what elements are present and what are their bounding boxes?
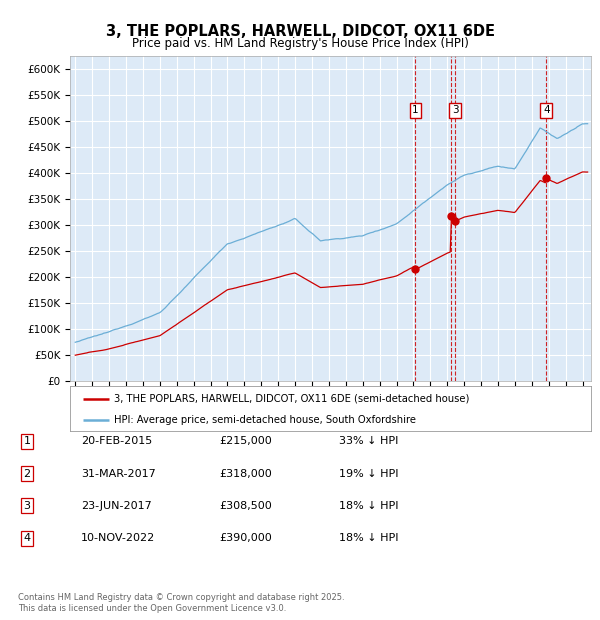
Text: £390,000: £390,000 — [219, 533, 272, 543]
Text: Price paid vs. HM Land Registry's House Price Index (HPI): Price paid vs. HM Land Registry's House … — [131, 37, 469, 50]
Text: 33% ↓ HPI: 33% ↓ HPI — [339, 436, 398, 446]
Text: HPI: Average price, semi-detached house, South Oxfordshire: HPI: Average price, semi-detached house,… — [115, 415, 416, 425]
Text: 18% ↓ HPI: 18% ↓ HPI — [339, 533, 398, 543]
Text: 31-MAR-2017: 31-MAR-2017 — [81, 469, 156, 479]
Text: £215,000: £215,000 — [219, 436, 272, 446]
Text: 10-NOV-2022: 10-NOV-2022 — [81, 533, 155, 543]
Text: 3: 3 — [23, 501, 31, 511]
Text: 2: 2 — [23, 469, 31, 479]
Text: 3: 3 — [452, 105, 459, 115]
Text: 1: 1 — [23, 436, 31, 446]
Text: Contains HM Land Registry data © Crown copyright and database right 2025.
This d: Contains HM Land Registry data © Crown c… — [18, 593, 344, 613]
Text: £318,000: £318,000 — [219, 469, 272, 479]
Text: 18% ↓ HPI: 18% ↓ HPI — [339, 501, 398, 511]
Text: 3, THE POPLARS, HARWELL, DIDCOT, OX11 6DE: 3, THE POPLARS, HARWELL, DIDCOT, OX11 6D… — [106, 24, 494, 38]
Text: 20-FEB-2015: 20-FEB-2015 — [81, 436, 152, 446]
Text: 3, THE POPLARS, HARWELL, DIDCOT, OX11 6DE (semi-detached house): 3, THE POPLARS, HARWELL, DIDCOT, OX11 6D… — [115, 394, 470, 404]
Text: 19% ↓ HPI: 19% ↓ HPI — [339, 469, 398, 479]
Text: 23-JUN-2017: 23-JUN-2017 — [81, 501, 152, 511]
Text: 1: 1 — [412, 105, 419, 115]
Text: 4: 4 — [543, 105, 550, 115]
Text: £308,500: £308,500 — [219, 501, 272, 511]
Text: 4: 4 — [23, 533, 31, 543]
